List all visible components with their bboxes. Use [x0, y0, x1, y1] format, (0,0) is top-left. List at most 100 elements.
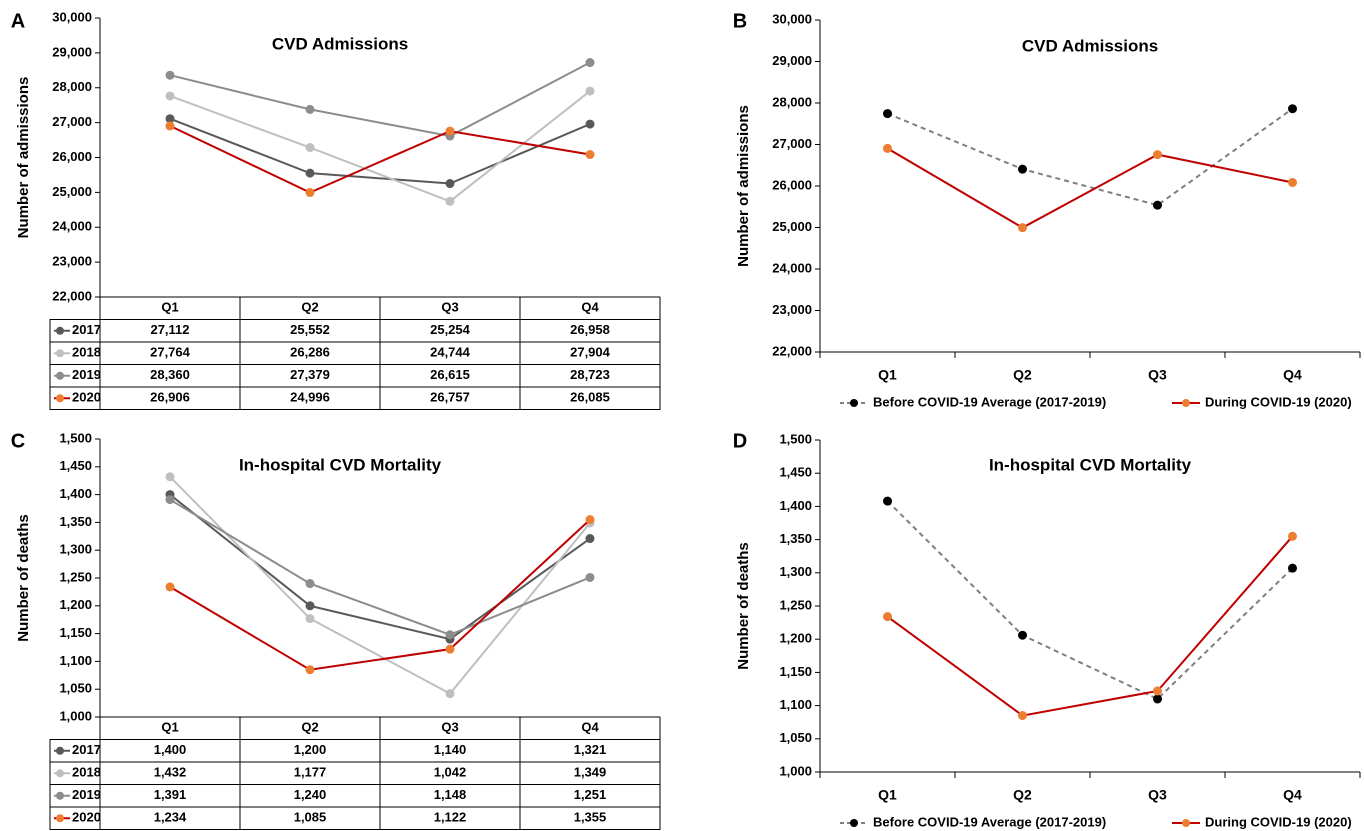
table-value: 1,240: [294, 787, 327, 802]
legend-label: 2017: [72, 742, 101, 757]
y-tick-label: 1,400: [59, 486, 92, 501]
y-tick-label: 1,150: [779, 664, 812, 679]
data-point: [585, 58, 595, 68]
y-tick-label: 26,000: [772, 177, 812, 192]
chart-title: In-hospital CVD Mortality: [989, 455, 1192, 474]
data-point: [305, 601, 315, 611]
panel-label: C: [11, 430, 25, 452]
data-point: [585, 119, 595, 129]
data-point: [165, 114, 175, 124]
category-label: Q4: [1283, 787, 1302, 803]
data-point: [883, 612, 892, 622]
y-tick-label: 1,450: [779, 465, 812, 480]
legend-marker: [56, 371, 64, 380]
data-point: [305, 665, 315, 675]
table-value: 1,355: [574, 810, 607, 825]
y-tick-label: 30,000: [52, 9, 92, 24]
legend-label: Before COVID-19 Average (2017-2019): [873, 814, 1106, 829]
table-value: 1,148: [434, 787, 467, 802]
table-value: 1,042: [434, 765, 467, 780]
series-line: [886, 147, 1293, 229]
category-label: Q1: [161, 720, 178, 735]
category-label: Q4: [581, 300, 599, 315]
table-value: 1,391: [154, 787, 187, 802]
category-label: Q3: [441, 300, 458, 315]
y-tick-label: 25,000: [772, 219, 812, 234]
y-tick-label: 1,150: [59, 625, 92, 640]
data-point: [1153, 200, 1162, 210]
category-label: Q1: [878, 787, 897, 803]
legend-label: 2020: [72, 390, 101, 405]
data-point: [445, 644, 455, 654]
data-point: [165, 472, 175, 482]
table-value: 1,432: [154, 765, 187, 780]
y-tick-label: 1,100: [779, 697, 812, 712]
legend-marker: [56, 349, 64, 358]
y-axis-label: Number of admissions: [15, 77, 32, 239]
panel-label: D: [733, 430, 747, 452]
y-tick-label: 1,200: [779, 631, 812, 646]
table-value: 24,744: [430, 345, 471, 360]
data-point: [585, 572, 595, 582]
series-line: [169, 498, 591, 636]
table-value: 24,996: [290, 390, 330, 405]
data-point: [165, 582, 175, 592]
y-tick-label: 28,000: [52, 79, 92, 94]
panel-label: B: [733, 10, 747, 32]
chart-title: CVD Admissions: [272, 34, 408, 53]
data-point: [1153, 150, 1162, 160]
legend-label: 2018: [72, 765, 101, 780]
legend-marker: [56, 814, 64, 823]
y-tick-label: 22,000: [772, 343, 812, 358]
table-value: 28,360: [150, 367, 190, 382]
category-label: Q3: [1148, 367, 1167, 383]
y-tick-label: 1,050: [59, 681, 92, 696]
y-tick-label: 1,350: [779, 531, 812, 546]
y-tick-label: 29,000: [772, 53, 812, 68]
data-point: [883, 143, 892, 153]
series-line: [169, 90, 591, 203]
data-point: [305, 579, 315, 589]
y-tick-label: 1,250: [59, 569, 92, 584]
data-point: [1018, 164, 1027, 174]
data-point: [1153, 694, 1162, 704]
y-tick-label: 22,000: [52, 288, 92, 303]
y-tick-label: 1,400: [779, 498, 812, 513]
legend-marker: [56, 746, 64, 755]
chart-title: CVD Admissions: [1022, 36, 1158, 55]
table-value: 26,286: [290, 345, 330, 360]
data-point: [585, 86, 595, 96]
table-value: 27,112: [150, 322, 189, 337]
category-label: Q1: [878, 367, 897, 383]
series-line: [169, 518, 591, 671]
data-point: [1288, 563, 1297, 573]
table-value: 1,122: [434, 810, 467, 825]
panel-label: A: [11, 10, 25, 32]
data-point: [305, 168, 315, 178]
data-point: [305, 614, 315, 624]
y-tick-label: 1,300: [59, 542, 92, 557]
table-value: 27,379: [290, 367, 330, 382]
category-label: Q2: [301, 720, 318, 735]
data-point: [1153, 686, 1162, 696]
data-point: [1018, 630, 1027, 640]
legend-marker: [850, 399, 858, 407]
y-tick-label: 1,500: [59, 430, 92, 445]
category-label: Q2: [1013, 367, 1032, 383]
y-tick-label: 1,450: [59, 458, 92, 473]
category-label: Q1: [161, 300, 178, 315]
table-value: 1,140: [434, 742, 467, 757]
table-value: 26,906: [150, 390, 190, 405]
data-point: [445, 126, 455, 136]
data-point: [165, 70, 175, 80]
data-point: [305, 104, 315, 114]
table-value: 28,723: [570, 367, 610, 382]
table-value: 27,904: [570, 345, 611, 360]
chart-title: In-hospital CVD Mortality: [239, 455, 442, 474]
data-point: [883, 109, 892, 119]
y-tick-label: 30,000: [772, 11, 812, 26]
table-value: 1,400: [154, 742, 187, 757]
data-point: [305, 188, 315, 198]
series-line: [886, 500, 1294, 701]
